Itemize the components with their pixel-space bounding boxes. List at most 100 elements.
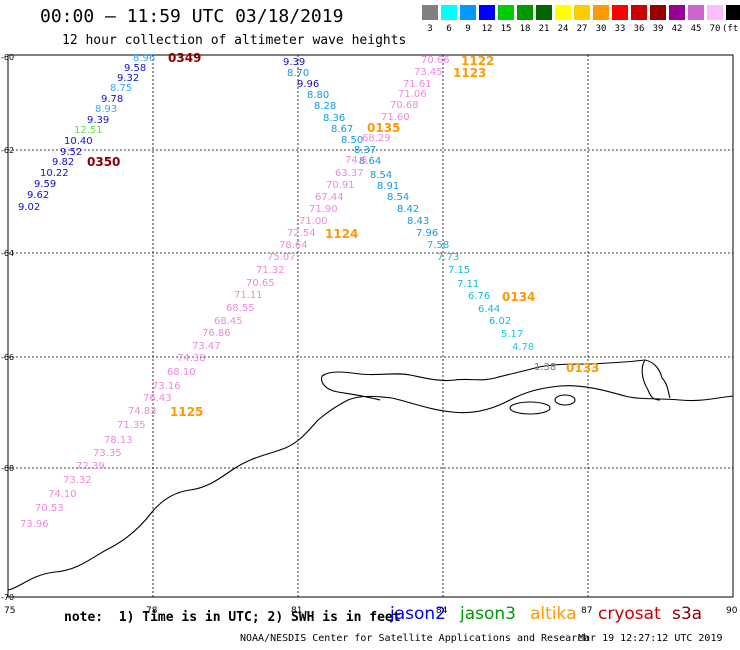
map-title: 00:00 – 11:59 UTC 03/18/2019 — [40, 6, 344, 27]
legend-swatch — [593, 5, 609, 20]
lon-tick: 90 — [726, 606, 738, 616]
swh-label: 9.59 — [34, 179, 56, 190]
swh-label: 8.37 — [354, 145, 376, 156]
swh-label: 9.58 — [124, 63, 146, 74]
swh-label: 8.42 — [397, 204, 419, 215]
swh-label: 7.73 — [437, 252, 459, 263]
legend-label: 18 — [519, 24, 531, 34]
legend-label: 12 — [481, 24, 493, 34]
legend-label: 30 — [595, 24, 607, 34]
swh-label: 9.62 — [27, 190, 49, 201]
sat-jason2: jason2 — [390, 604, 446, 624]
swh-label: 8.64 — [359, 156, 381, 167]
swh-label: 73.35 — [93, 448, 122, 459]
swh-label: 71.32 — [256, 265, 285, 276]
lon-tick: 75 — [4, 606, 15, 616]
swh-label: 9.82 — [52, 157, 74, 168]
swh-label: 8.75 — [110, 83, 132, 94]
swh-label: 7.11 — [457, 279, 479, 290]
legend-swatch — [517, 5, 533, 20]
track-labels: 8.969.589.328.759.788.939.3912.5110.409.… — [18, 53, 556, 530]
lon-tick: 87 — [581, 606, 592, 616]
lat-tick: -66 — [1, 353, 14, 362]
swh-label: 9.32 — [117, 73, 139, 84]
swh-label: 70.53 — [35, 503, 64, 514]
swh-label: 73.16 — [152, 381, 181, 392]
pass-time-label: 1122 — [461, 54, 494, 68]
sat-s3a: s3a — [672, 604, 703, 624]
swh-label: 73.47 — [192, 341, 221, 352]
island — [509, 401, 551, 415]
pass-time-label: 1124 — [325, 227, 358, 241]
pass-time-label: 0350 — [87, 155, 120, 169]
map-subtitle: 12 hour collection of altimeter wave hei… — [62, 33, 407, 48]
legend-label: 39 — [652, 24, 664, 34]
swh-label: 68.45 — [214, 316, 243, 327]
legend-swatch — [536, 5, 552, 20]
swh-label: 8.50 — [341, 135, 363, 146]
legend-label: 6 — [446, 24, 452, 34]
swh-label: 71.11 — [234, 290, 263, 301]
legend-swatch — [726, 5, 740, 20]
swh-label: 75.07 — [267, 252, 296, 263]
swh-label: 9.52 — [60, 147, 82, 158]
swh-label: 10.40 — [64, 136, 93, 147]
legend-label: 27 — [576, 24, 588, 34]
legend-swatch — [669, 5, 685, 20]
ice-shelf-inner — [641, 359, 661, 401]
pass-time-label: 0135 — [367, 121, 400, 135]
swh-label: 7.96 — [416, 228, 438, 239]
pass-time-label: 0134 — [502, 290, 535, 304]
swh-label: 10.22 — [40, 168, 69, 179]
graticule — [8, 55, 733, 597]
swh-label: 6.02 — [489, 316, 511, 327]
legend-label: 21 — [538, 24, 550, 34]
lat-tick: -64 — [1, 249, 14, 258]
legend-swatch — [422, 5, 438, 20]
swh-label: 4.78 — [512, 342, 534, 353]
swh-label: 74.83 — [128, 406, 157, 417]
swh-label: 8.80 — [307, 90, 329, 101]
swh-label: 8.96 — [133, 53, 155, 64]
legend-label: 45 — [690, 24, 702, 34]
swh-label: 8.54 — [370, 170, 392, 181]
legend-label: 9 — [465, 24, 471, 34]
legend-swatch — [460, 5, 476, 20]
swh-label: 74.38 — [177, 353, 206, 364]
swh-label: 67.44 — [315, 192, 344, 203]
legend-swatch — [631, 5, 647, 20]
lon-tick: 81 — [291, 606, 302, 616]
swh-label: 78.64 — [279, 240, 308, 251]
swh-label: 71.61 — [403, 79, 432, 90]
legend-label: 42 — [671, 24, 683, 34]
lat-tick: -70 — [1, 593, 14, 602]
lon-axis: 75 78 81 84 87 90 — [4, 606, 738, 616]
legend-swatch — [688, 5, 704, 20]
credit-line: NOAA/NESDIS Center for Satellite Applica… — [240, 633, 590, 644]
legend-swatch — [707, 5, 723, 20]
swh-label: 7.15 — [448, 265, 470, 276]
swh-label: 8.54 — [387, 192, 409, 203]
legend-swatch — [612, 5, 628, 20]
lat-axis: -60 -62 -64 -66 -68 -70 — [1, 53, 14, 602]
swh-label: 70.66 — [421, 55, 450, 66]
swh-label: 8.93 — [95, 104, 117, 115]
swh-label: 1.38 — [534, 362, 556, 373]
coastline — [7, 359, 734, 591]
swh-label: 76.43 — [143, 393, 172, 404]
swh-label: 71.90 — [309, 204, 338, 215]
legend-swatch — [574, 5, 590, 20]
footnote: note: 1) Time is in UTC; 2) SWH is in fe… — [64, 610, 401, 625]
legend-swatch — [650, 5, 666, 20]
swh-label: 71.00 — [299, 216, 328, 227]
legend-label: 24 — [557, 24, 569, 34]
swh-label: 78.13 — [104, 435, 133, 446]
swh-label: 70.65 — [246, 278, 275, 289]
legend-label: 70 — [709, 24, 721, 34]
legend-unit: (ft) — [722, 24, 740, 34]
swh-label: 71.06 — [398, 89, 427, 100]
pass-time-label: 0133 — [566, 361, 599, 375]
pass-time-label: 0349 — [168, 51, 201, 65]
